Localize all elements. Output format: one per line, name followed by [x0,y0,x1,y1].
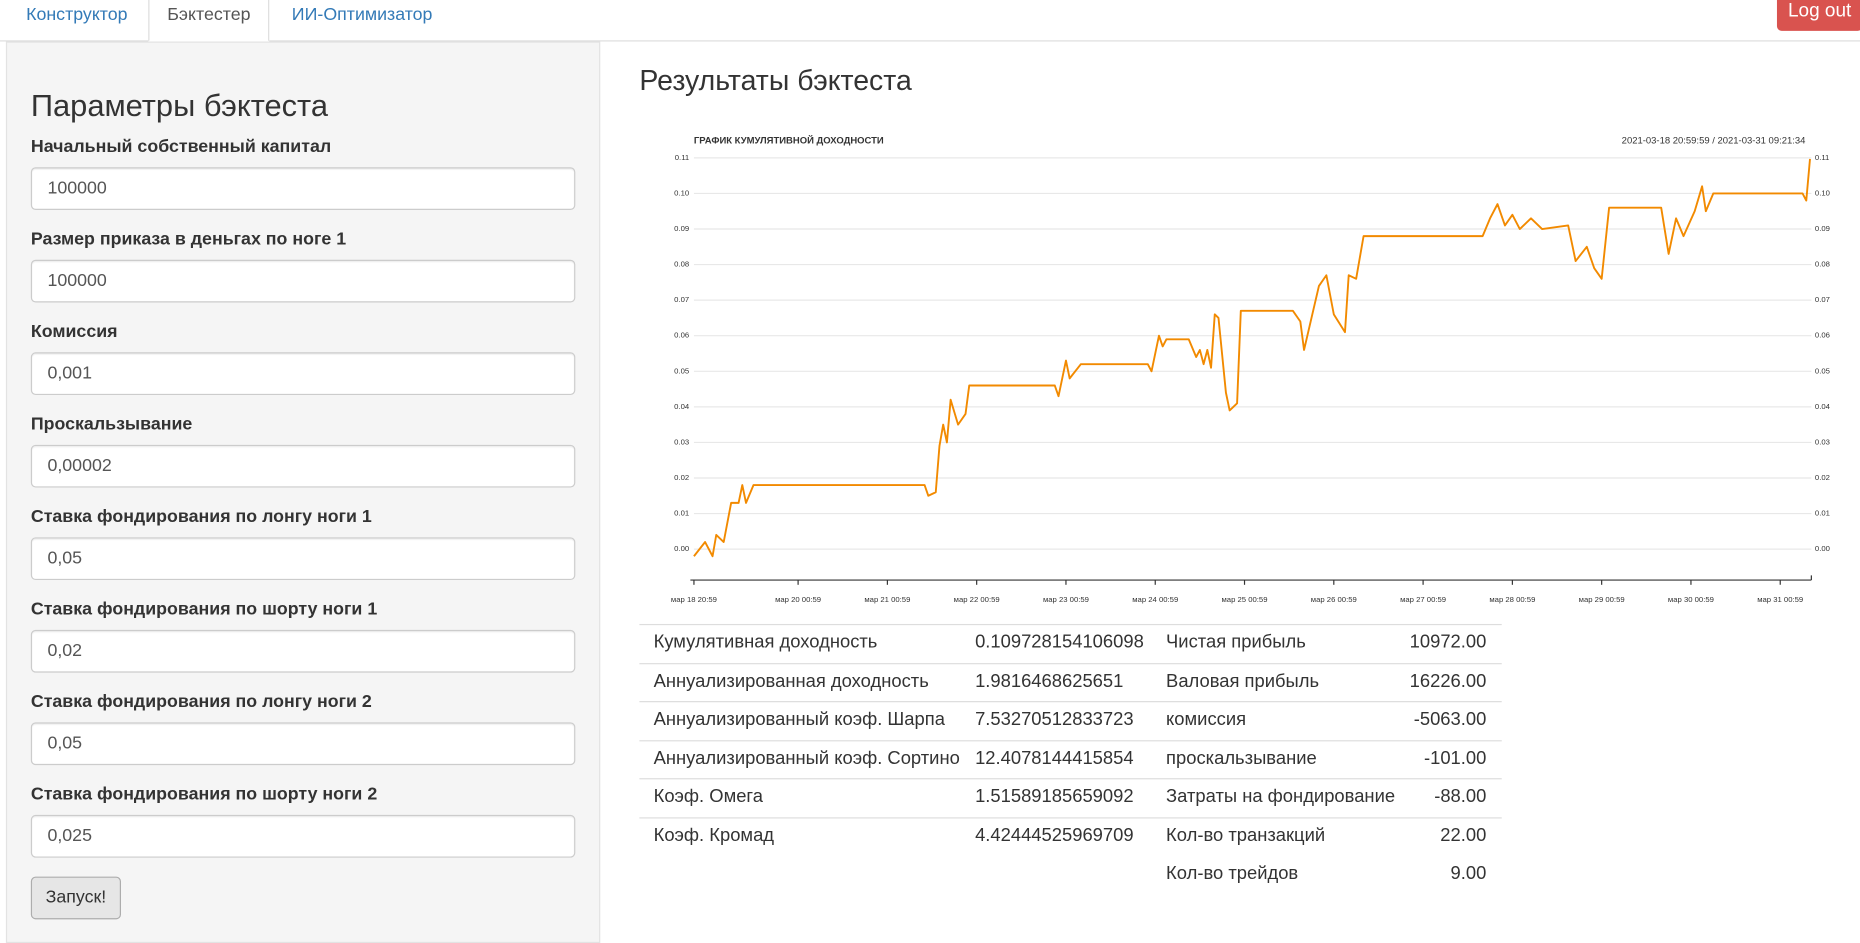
y-tick-label-right: 0.08 [1815,260,1830,269]
table-row [639,778,1502,817]
metric-value: -5063.00 [1413,709,1487,730]
line-series [693,158,1811,558]
x-tick-label: мар 18 20:59 [671,595,717,604]
field-input[interactable]: 0,05 [30,722,576,766]
metric-name: Коэф. Кромад [653,825,775,846]
logout-button[interactable]: Log out [1776,0,1860,31]
metric-name: Чистая прибыль [1166,632,1306,653]
field-label: Ставка фондирования по лонгу ноги 2 [30,691,372,712]
metric-name: Кумулятивная доходность [653,632,878,653]
metric-name: Аннуализированный коэф. Шарпа [653,709,945,730]
metric-value: 9.00 [1450,863,1487,884]
metric-value: 4.42444525969709 [975,825,1134,846]
metric-name: Кол-во трейдов [1166,863,1299,884]
x-tick-label: мар 21 00:59 [864,595,910,604]
y-tick-label: 0.03 [674,437,689,446]
table-row [639,662,1502,702]
y-tick-label: 0.07 [674,295,689,304]
table-row [639,739,1502,779]
chart-range: 2021-03-18 20:59:59 / 2021-03-31 09:21:3… [1622,136,1806,147]
results-title: Результаты бэктеста [639,65,912,98]
y-tick-label-right: 0.05 [1815,366,1830,375]
metric-name: комиссия [1166,709,1247,730]
field-input[interactable]: 0,001 [30,352,576,396]
x-tick-label: мар 24 00:59 [1132,595,1178,604]
field-input[interactable]: 0,05 [30,537,576,581]
metric-name: Затраты на фондирование [1166,786,1396,807]
x-tick-label: мар 30 00:59 [1668,595,1714,604]
tab-active[interactable]: Бэктестер [148,0,270,42]
metric-name: Кол-во транзакций [1166,825,1326,846]
y-tick-label-right: 0.02 [1815,473,1830,482]
x-tick-label: мар 25 00:59 [1222,595,1268,604]
y-tick-label-right: 0.07 [1815,295,1830,304]
x-tick-label: мар 31 00:59 [1757,595,1803,604]
nav-border [0,40,1860,42]
x-tick-label: мар 28 00:59 [1489,595,1535,604]
y-tick-label-right: 0.03 [1815,437,1830,446]
metric-value: 16226.00 [1409,670,1487,691]
field-input[interactable]: 100000 [30,259,576,303]
tab[interactable]: Конструктор [26,4,128,25]
field-label: Размер приказа в деньгах по ноге 1 [30,228,347,250]
y-tick-label: 0.05 [674,366,689,375]
metric-value: 1.9816468625651 [975,670,1124,691]
x-tick-label: мар 26 00:59 [1311,595,1357,604]
field-label: Ставка фондирования по лонгу ноги 1 [30,506,372,527]
metric-name: Аннуализированный коэф. Сортино [653,747,960,769]
x-tick-label: мар 23 00:59 [1043,595,1089,604]
metric-value: 0.109728154106098 [975,632,1144,653]
x-tick-label: мар 20 00:59 [775,595,821,604]
metric-name: Коэф. Омега [653,786,763,807]
table-row [639,701,1502,740]
metric-value: 12.4078144415854 [975,747,1134,769]
y-tick-label: 0.02 [674,473,689,482]
y-tick-label-right: 0.01 [1815,509,1830,518]
y-tick-label-right: 0.11 [1815,153,1829,162]
y-tick-label-right: 0.09 [1815,224,1830,233]
metric-value: 7.53270512833723 [975,709,1134,730]
field-input[interactable]: 0,00002 [30,444,576,488]
table-row [639,816,1502,856]
run-button[interactable]: Запуск! [30,876,121,920]
x-tick-label: мар 29 00:59 [1579,595,1625,604]
params-title: Параметры бэктеста [30,87,329,124]
y-tick-label-right: 0.06 [1815,331,1830,340]
field-input[interactable]: 100000 [30,167,576,210]
y-tick-label: 0.09 [674,224,689,233]
field-input[interactable]: 0,025 [30,814,576,858]
y-tick-label: 0.04 [674,402,690,411]
chart: ГРАФИК КУМУЛЯТИВНОЙ ДОХОДНОСТИ 2021-03-1… [671,135,1831,605]
y-tick-label: 0.00 [674,544,689,553]
field-label: Ставка фондирования по шорту ноги 2 [30,784,378,805]
table-row [639,623,1502,663]
metric-value: 22.00 [1440,825,1487,846]
tab[interactable]: ИИ-Оптимизатор [291,4,433,25]
y-tick-label: 0.06 [674,331,689,340]
metric-name: Валовая прибыль [1166,670,1320,691]
metric-name: проскальзывание [1166,747,1317,769]
field-label: Комиссия [30,321,118,342]
field-label: Начальный собственный капитал [30,136,332,157]
y-tick-label-right: 0.10 [1815,188,1830,197]
y-tick-label: 0.08 [674,260,689,269]
metric-value: -88.00 [1434,786,1487,807]
x-tick-label: мар 22 00:59 [954,595,1000,604]
y-tick-label: 0.11 [675,153,689,162]
y-tick-label: 0.01 [674,509,689,518]
metric-value: 1.51589185659092 [975,786,1134,807]
y-tick-label-right: 0.00 [1815,544,1830,553]
metric-value: -101.00 [1423,747,1487,769]
x-tick-label: мар 27 00:59 [1400,595,1446,604]
metric-value: 10972.00 [1409,632,1487,653]
metric-name: Аннуализированная доходность [653,670,929,691]
y-tick-label: 0.10 [674,188,689,197]
field-label: Ставка фондирования по шорту ноги 1 [30,599,378,620]
y-tick-label-right: 0.04 [1815,402,1831,411]
chart-title: ГРАФИК КУМУЛЯТИВНОЙ ДОХОДНОСТИ [694,135,884,147]
field-input[interactable]: 0,02 [30,629,576,673]
field-label: Проскальзывание [30,413,193,435]
